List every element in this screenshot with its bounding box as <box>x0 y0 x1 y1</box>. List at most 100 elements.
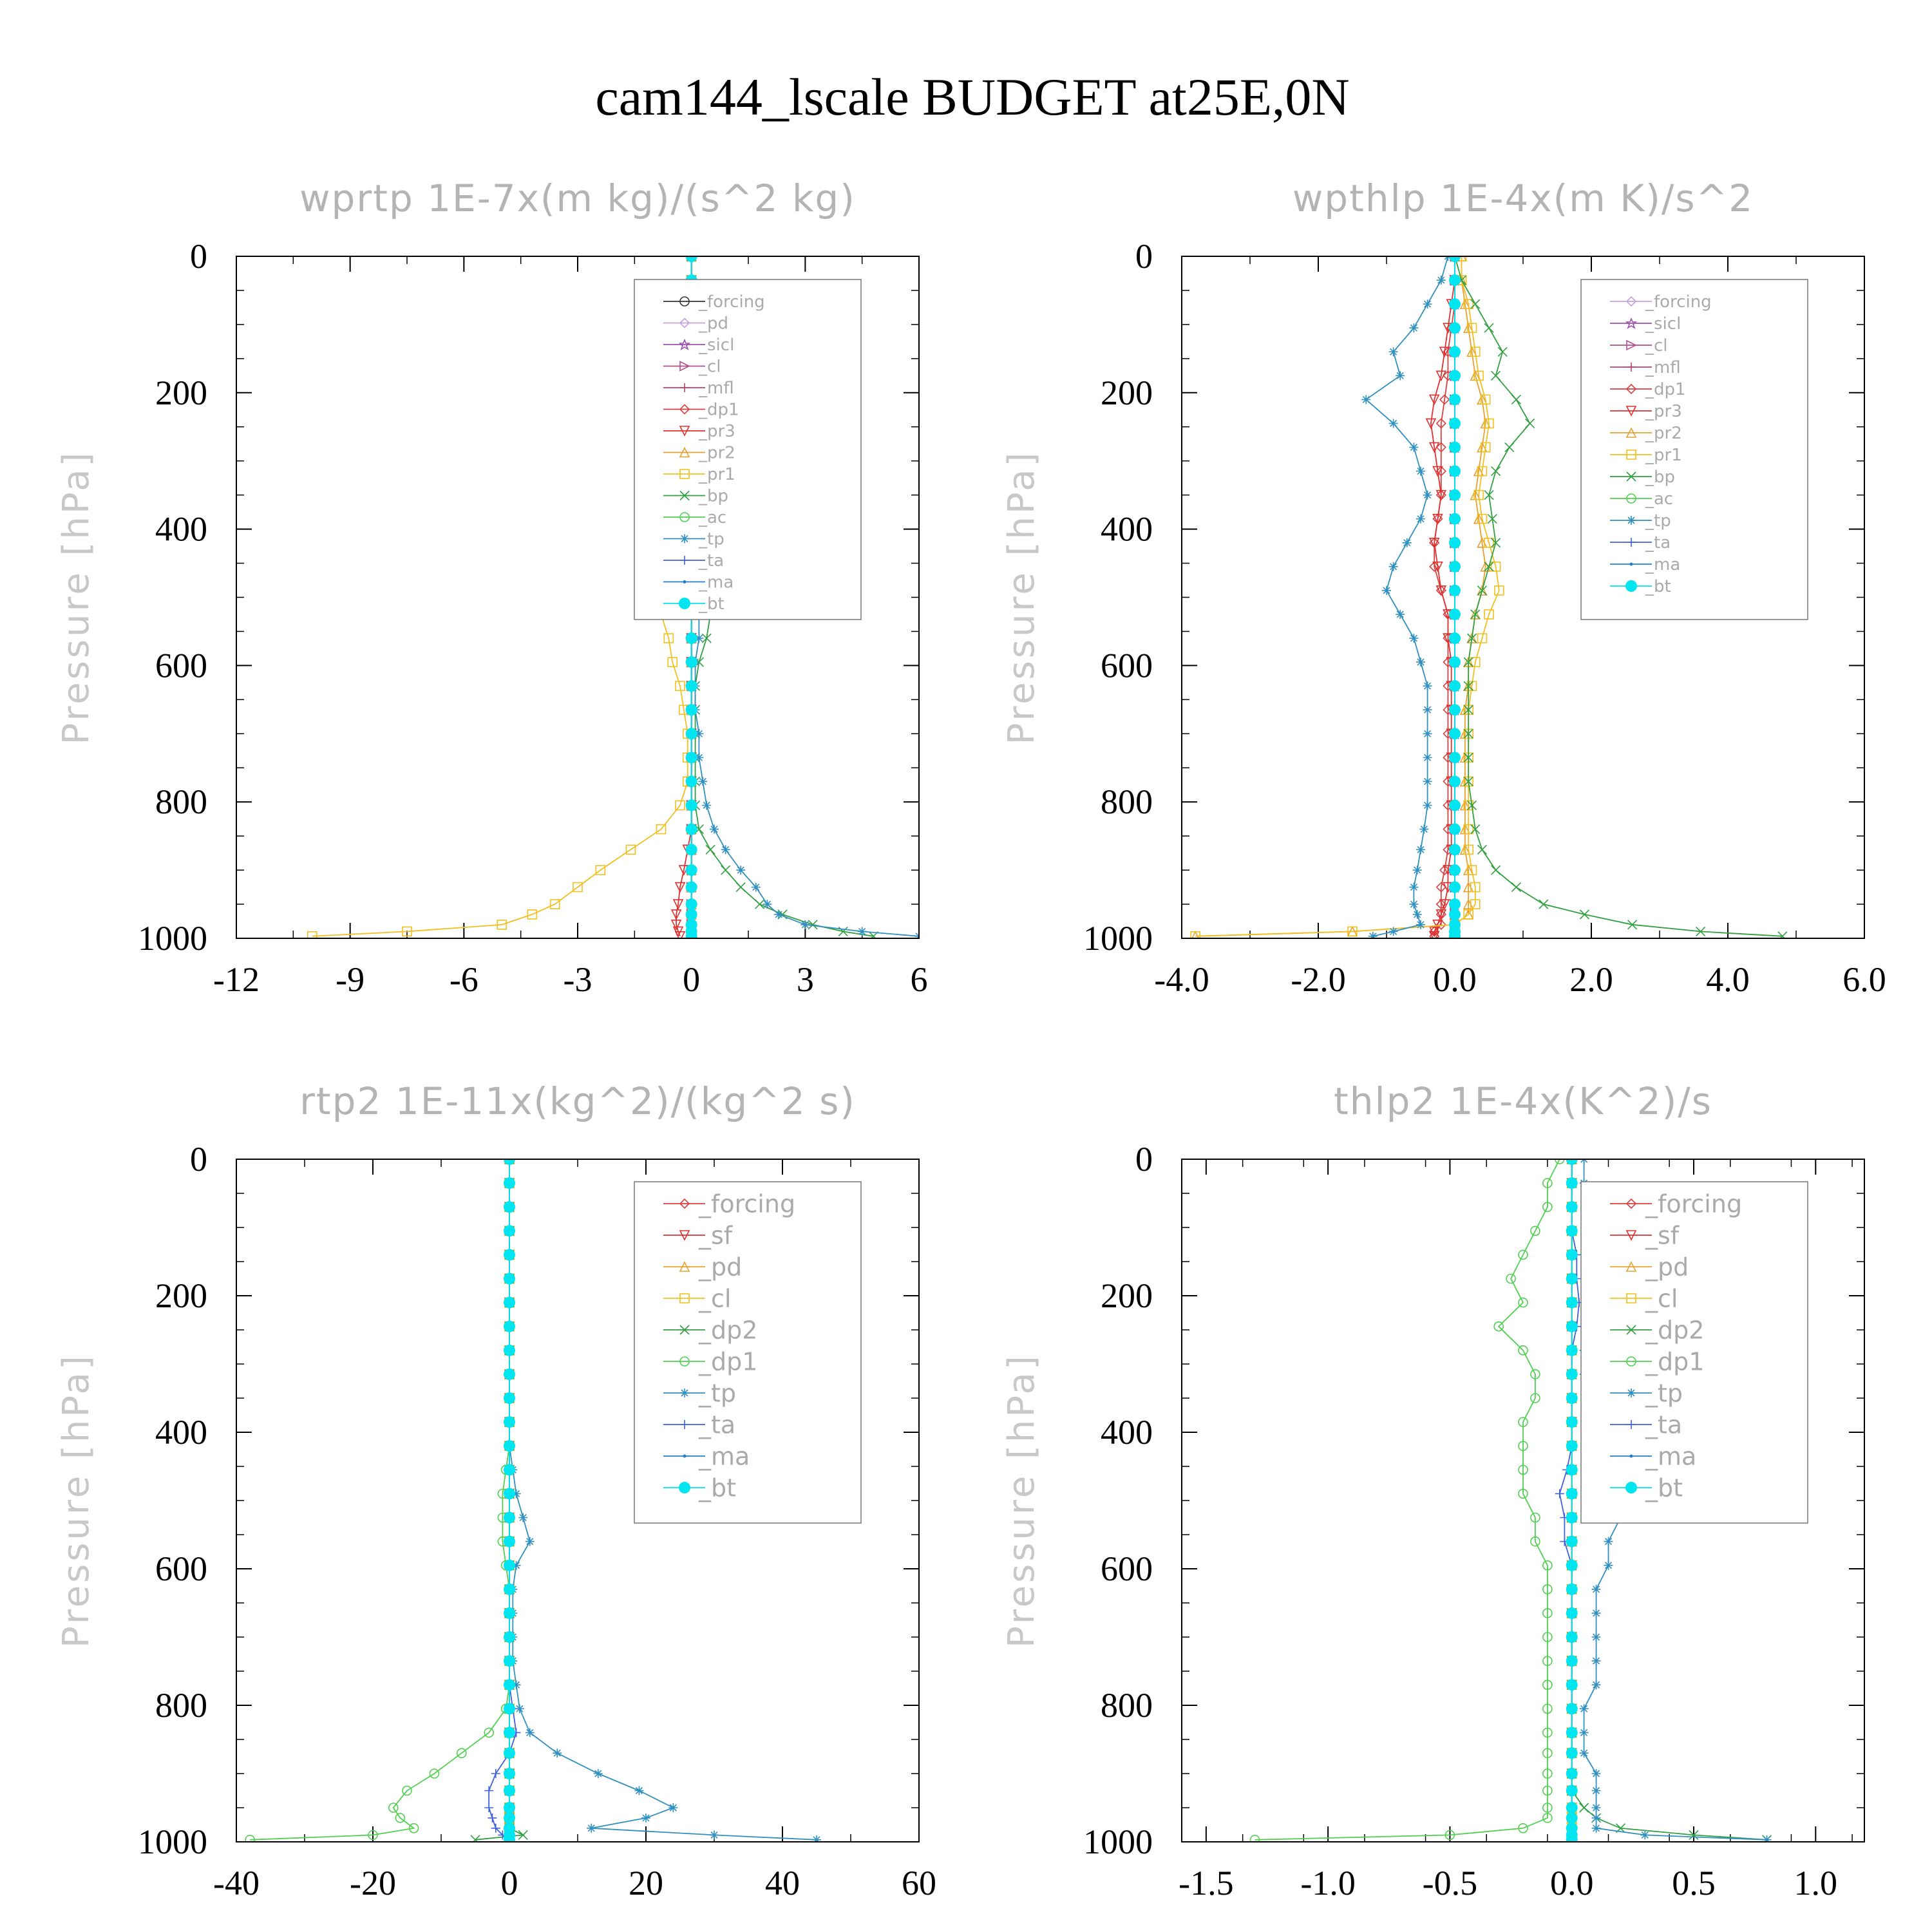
data-point_tp <box>593 1769 603 1778</box>
data-point_bt <box>504 1655 515 1667</box>
data-point_bt <box>504 1344 515 1356</box>
x-tick-label: 6.0 <box>1842 960 1886 999</box>
data-point_pr1 <box>402 926 412 937</box>
legend-marker <box>679 598 690 609</box>
data-point_bt <box>504 1802 515 1814</box>
legend-label: _cl <box>1645 336 1668 355</box>
panel-3: rtp2 1E-11x(kg^2)/(kg^2 s) Pressure [hPa]… <box>55 1079 936 1902</box>
series_pr1 <box>1190 256 1504 938</box>
data-point_pr1 <box>595 865 606 875</box>
x-tick-label: -40 <box>213 1864 260 1902</box>
y-axis-label: Pressure [hPa] <box>55 450 97 745</box>
data-point_dp1 <box>1542 1813 1553 1823</box>
x-tick-label: 2.0 <box>1569 960 1613 999</box>
series_tp <box>1361 256 1453 938</box>
legend-label: _tp <box>1645 1379 1683 1407</box>
data-point_tp <box>641 1813 650 1823</box>
data-point_tp <box>1591 1656 1601 1666</box>
data-point_dp1 <box>1542 1560 1553 1571</box>
data-point_bt <box>1566 1273 1578 1285</box>
data-point_pr1 <box>1484 609 1494 620</box>
legend-marker <box>1626 1293 1636 1303</box>
data-point_tp <box>774 909 784 919</box>
panels-group: wprtp 1E-7x(m kg)/(s^2 kg) Pressure [hPa]… <box>55 176 1886 1902</box>
data-point_pr3 <box>674 882 686 893</box>
data-point_bt <box>1566 1344 1578 1356</box>
legend-marker <box>1629 1454 1633 1458</box>
y-axis-label: Pressure [hPa] <box>1001 450 1043 745</box>
data-point_pr1 <box>1470 882 1481 893</box>
legend-marker <box>1626 1325 1636 1335</box>
data-point_bt <box>1449 898 1461 911</box>
legend-label: _bt <box>1645 1473 1683 1502</box>
data-point_tp <box>1388 927 1398 936</box>
data-point_dp1 <box>408 1823 419 1833</box>
y-tick-label: 400 <box>155 510 207 549</box>
data-point_tp <box>1416 920 1425 929</box>
y-tick-label: 600 <box>155 646 207 685</box>
data-point_bt <box>1566 1511 1578 1524</box>
data-point_tp <box>515 1704 524 1714</box>
data-point_pr3 <box>1435 489 1447 501</box>
y-tick-label: 800 <box>155 782 207 821</box>
data-point_bt <box>504 1488 515 1500</box>
data-point_bt <box>1566 1833 1578 1842</box>
data-point_bt <box>685 680 697 692</box>
series_dp1 <box>1249 1159 1565 1842</box>
legend-label: _bt <box>1645 577 1671 596</box>
data-point_dp1 <box>1542 1680 1553 1690</box>
data-point_tp <box>751 882 761 892</box>
data-point_tp <box>1591 1633 1601 1642</box>
legend-label: _tp <box>1645 511 1671 531</box>
legend-marker <box>1626 471 1636 482</box>
data-point_bp <box>1497 346 1508 357</box>
data-point_pr1 <box>1470 346 1481 357</box>
data-point_tp <box>698 777 708 786</box>
legend-label: _dp1 <box>1645 380 1686 399</box>
legend-box <box>1580 1181 1808 1524</box>
data-point_dp1 <box>1542 1584 1553 1595</box>
series_bp <box>1450 256 1788 938</box>
data-point_dp1 <box>1435 466 1446 477</box>
data-point_bt <box>504 1249 515 1261</box>
data-point_dp1 <box>1439 394 1450 405</box>
data-point_tp <box>1388 562 1398 571</box>
plot-frame <box>236 256 920 939</box>
data-point_bt <box>504 1607 515 1619</box>
data-point_bp <box>1491 538 1501 548</box>
panel-4: thlp2 1E-4x(K^2)/s Pressure [hPa] -1.5 -1.0… <box>1001 1079 1865 1902</box>
data-point_bt <box>1449 298 1461 310</box>
legend-box <box>634 1181 862 1524</box>
legend-marker <box>679 1293 690 1303</box>
data-point_tp <box>694 729 704 739</box>
data-point_bt <box>1566 1812 1578 1824</box>
data-point_bp <box>735 882 746 893</box>
x-tick-label: 0.5 <box>1672 1864 1716 1902</box>
figure-title: cam144_lscale BUDGET at25E,0N <box>595 68 1349 126</box>
y-tick-label: 200 <box>1101 1276 1153 1315</box>
data-point_tp <box>857 927 867 936</box>
data-point_pr1 <box>1190 931 1200 938</box>
data-point_bt <box>1566 1225 1578 1237</box>
data-point_bp <box>1463 705 1473 715</box>
legend-label: _bt <box>698 1473 736 1502</box>
data-point_pr1 <box>1463 824 1473 835</box>
data-point_bp <box>1579 909 1589 920</box>
legend-label: _cl <box>1645 1284 1678 1312</box>
data-point_dp1 <box>1506 1273 1516 1284</box>
data-point_pr1 <box>1463 844 1473 855</box>
series_bt <box>1566 1159 1578 1842</box>
data-point_tp <box>702 800 712 810</box>
x-tick-label: -4.0 <box>1154 960 1209 999</box>
data-point_bt <box>1566 1368 1578 1380</box>
data-point_ta <box>484 1803 494 1812</box>
data-point_tp <box>1423 705 1432 715</box>
legend-label: _ac <box>1645 489 1673 509</box>
data-point_pr3 <box>1439 899 1450 910</box>
data-point_dp1 <box>1435 442 1446 453</box>
data-point_bt <box>685 728 697 740</box>
data-point_bp <box>1484 490 1494 500</box>
series-line_dp1 <box>1255 1159 1560 1841</box>
y-tick-label: 1000 <box>1083 919 1153 958</box>
